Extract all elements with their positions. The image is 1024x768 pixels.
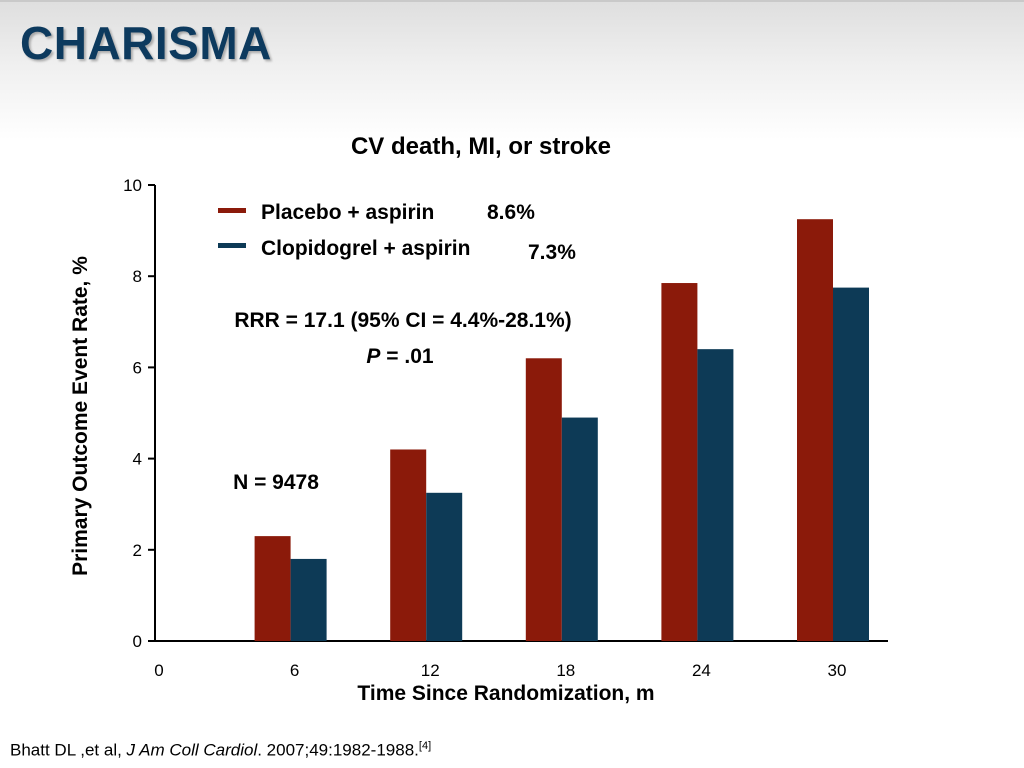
- n-annotation: N = 9478: [233, 471, 319, 494]
- legend-swatch-clopidogrel: [218, 243, 246, 248]
- bars: [254, 219, 869, 641]
- x-tick-label: 18: [556, 661, 575, 680]
- slide-title: CHARISMA: [20, 17, 272, 69]
- legend-value-placebo: 8.6%: [487, 201, 535, 224]
- x-tick-label: 24: [692, 661, 711, 680]
- chart-title: CV death, MI, or stroke: [351, 133, 611, 160]
- legend-label-clopidogrel: Clopidogrel + aspirin: [261, 237, 470, 260]
- bar-placebo-6: [254, 536, 291, 641]
- citation-authors: Bhatt DL ,et al,: [10, 740, 127, 760]
- y-tick-label: 10: [123, 176, 142, 195]
- y-tick-label: 8: [133, 267, 142, 286]
- rrr-annotation: RRR = 17.1 (95% CI = 4.4%-28.1%): [234, 309, 571, 332]
- bar-clopidogrel-18: [561, 417, 598, 641]
- legend-item-placebo: Placebo + aspirin 8.6%: [218, 201, 535, 224]
- citation-ref: [4]: [418, 740, 432, 752]
- y-tick-label: 4: [133, 450, 142, 469]
- citation-details: . 2007;49:1982-1988.: [257, 740, 419, 760]
- legend-value-clopidogrel: 7.3%: [528, 241, 576, 264]
- header-rule: [0, 0, 1024, 2]
- bar-placebo-30: [797, 219, 833, 641]
- bar-clopidogrel-30: [833, 287, 869, 641]
- header-band: [0, 0, 1024, 140]
- p-value: = .01: [380, 345, 433, 368]
- legend-swatch-placebo: [218, 208, 246, 213]
- p-symbol: P: [366, 345, 381, 368]
- bar-clopidogrel-6: [290, 558, 327, 641]
- y-tick-label: 0: [133, 632, 142, 651]
- citation: Bhatt DL ,et al, J Am Coll Cardiol. 2007…: [10, 740, 431, 761]
- x-tick-label: 6: [290, 661, 299, 680]
- legend-label-placebo: Placebo + aspirin: [261, 201, 434, 224]
- bar-clopidogrel-12: [426, 492, 463, 641]
- citation-journal: J Am Coll Cardiol: [126, 740, 258, 760]
- y-tick-label: 6: [133, 358, 142, 377]
- legend: Placebo + aspirin 8.6% Clopidogrel + asp…: [218, 201, 576, 264]
- y-axis-title: Primary Outcome Event Rate, %: [69, 256, 92, 576]
- p-value-annotation: P = .01: [366, 345, 433, 368]
- x-tick-label: 30: [828, 661, 847, 680]
- legend-item-clopidogrel: Clopidogrel + aspirin 7.3%: [218, 237, 576, 264]
- y-ticks: 0 2 4 6 8 10: [123, 176, 155, 651]
- bar-clopidogrel-24: [697, 349, 734, 641]
- bar-placebo-12: [390, 449, 427, 641]
- bar-placebo-18: [525, 358, 562, 641]
- y-tick-label: 2: [133, 541, 142, 560]
- x-tick-label: 12: [421, 661, 440, 680]
- x-axis-title: Time Since Randomization, m: [357, 682, 654, 705]
- x-ticks: 0 6 12 18 24 30: [154, 661, 846, 680]
- bar-placebo-24: [661, 283, 698, 641]
- x-tick-label: 0: [154, 661, 163, 680]
